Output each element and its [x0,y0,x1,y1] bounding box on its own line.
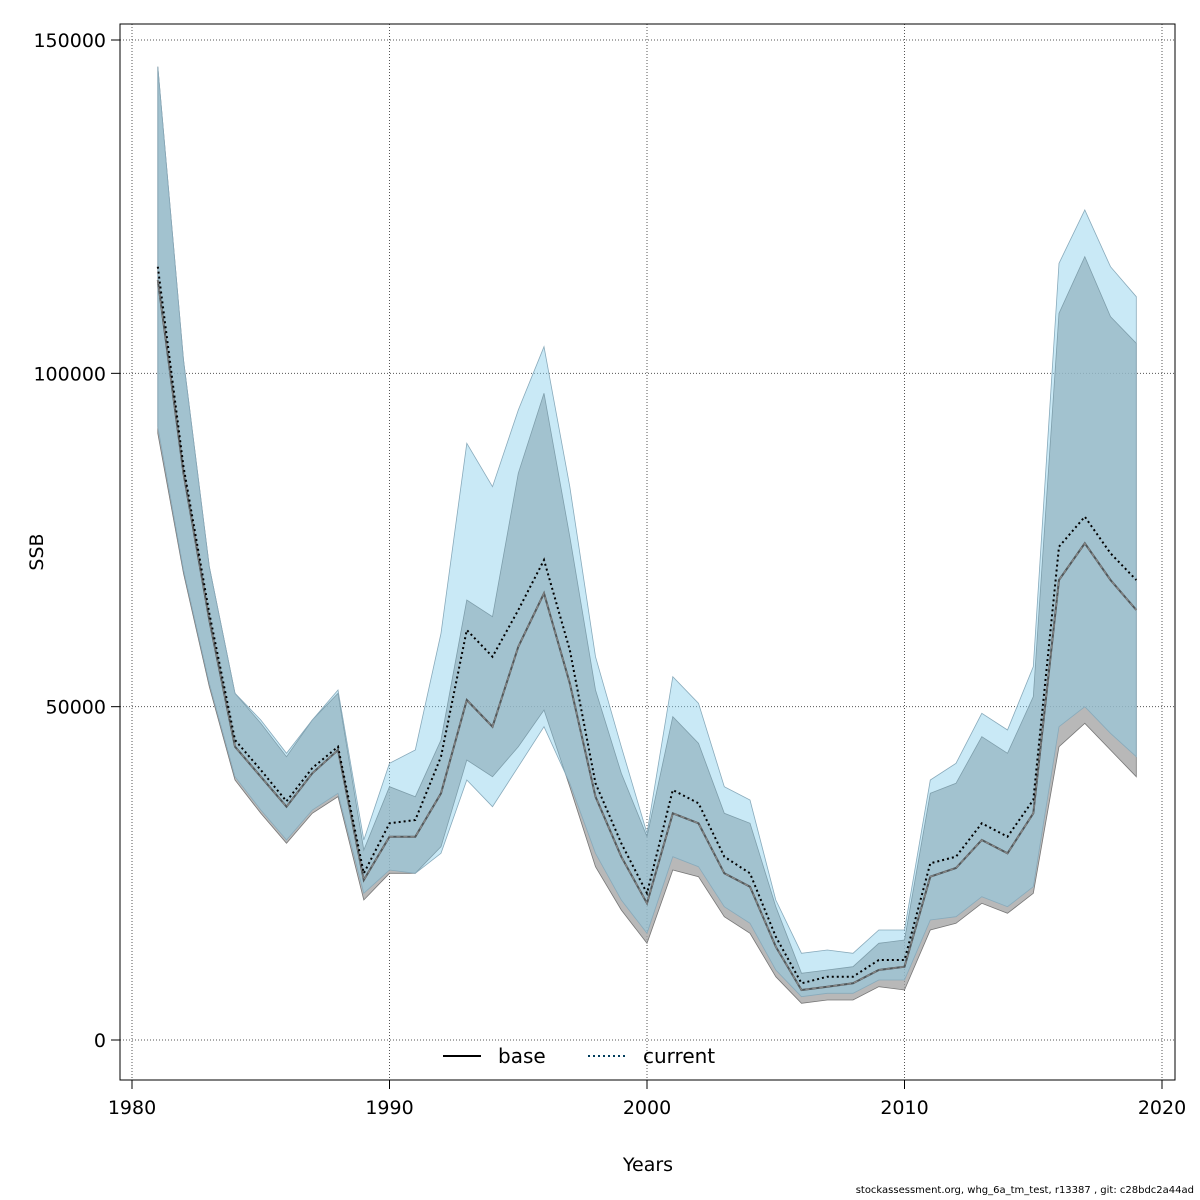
line-current [156,266,1138,985]
series-lines [156,266,1138,992]
y-tick-label: 0 [94,1030,106,1052]
line-base-overlay [157,279,1137,991]
legend: base current [443,1044,715,1068]
y-tick-label: 50000 [46,697,106,719]
confidence-bands [157,66,1137,1004]
grid [120,24,1175,1080]
band-current [157,66,1137,998]
x-tick-label: 1990 [365,1097,413,1119]
x-tick-label: 1980 [108,1097,156,1119]
y-tick-label: 150000 [33,30,106,52]
band-base [157,66,1137,1004]
y-tick-label: 100000 [33,363,106,385]
axes: 1980 1990 2000 2010 2020 0 50000 100000 150000 [33,30,1186,1119]
x-tick-label: 2010 [880,1097,928,1119]
x-tick-label: 2020 [1138,1097,1186,1119]
footer-credit: stockassessment.org, whg_6a_tm_test, r13… [855,1185,1194,1196]
legend-label-base: base [498,1044,546,1068]
x-axis-title: Years [622,1154,673,1176]
x-tick-label: 2000 [623,1097,671,1119]
y-axis-title: SSB [26,533,48,570]
legend-label-current: current [643,1044,715,1068]
